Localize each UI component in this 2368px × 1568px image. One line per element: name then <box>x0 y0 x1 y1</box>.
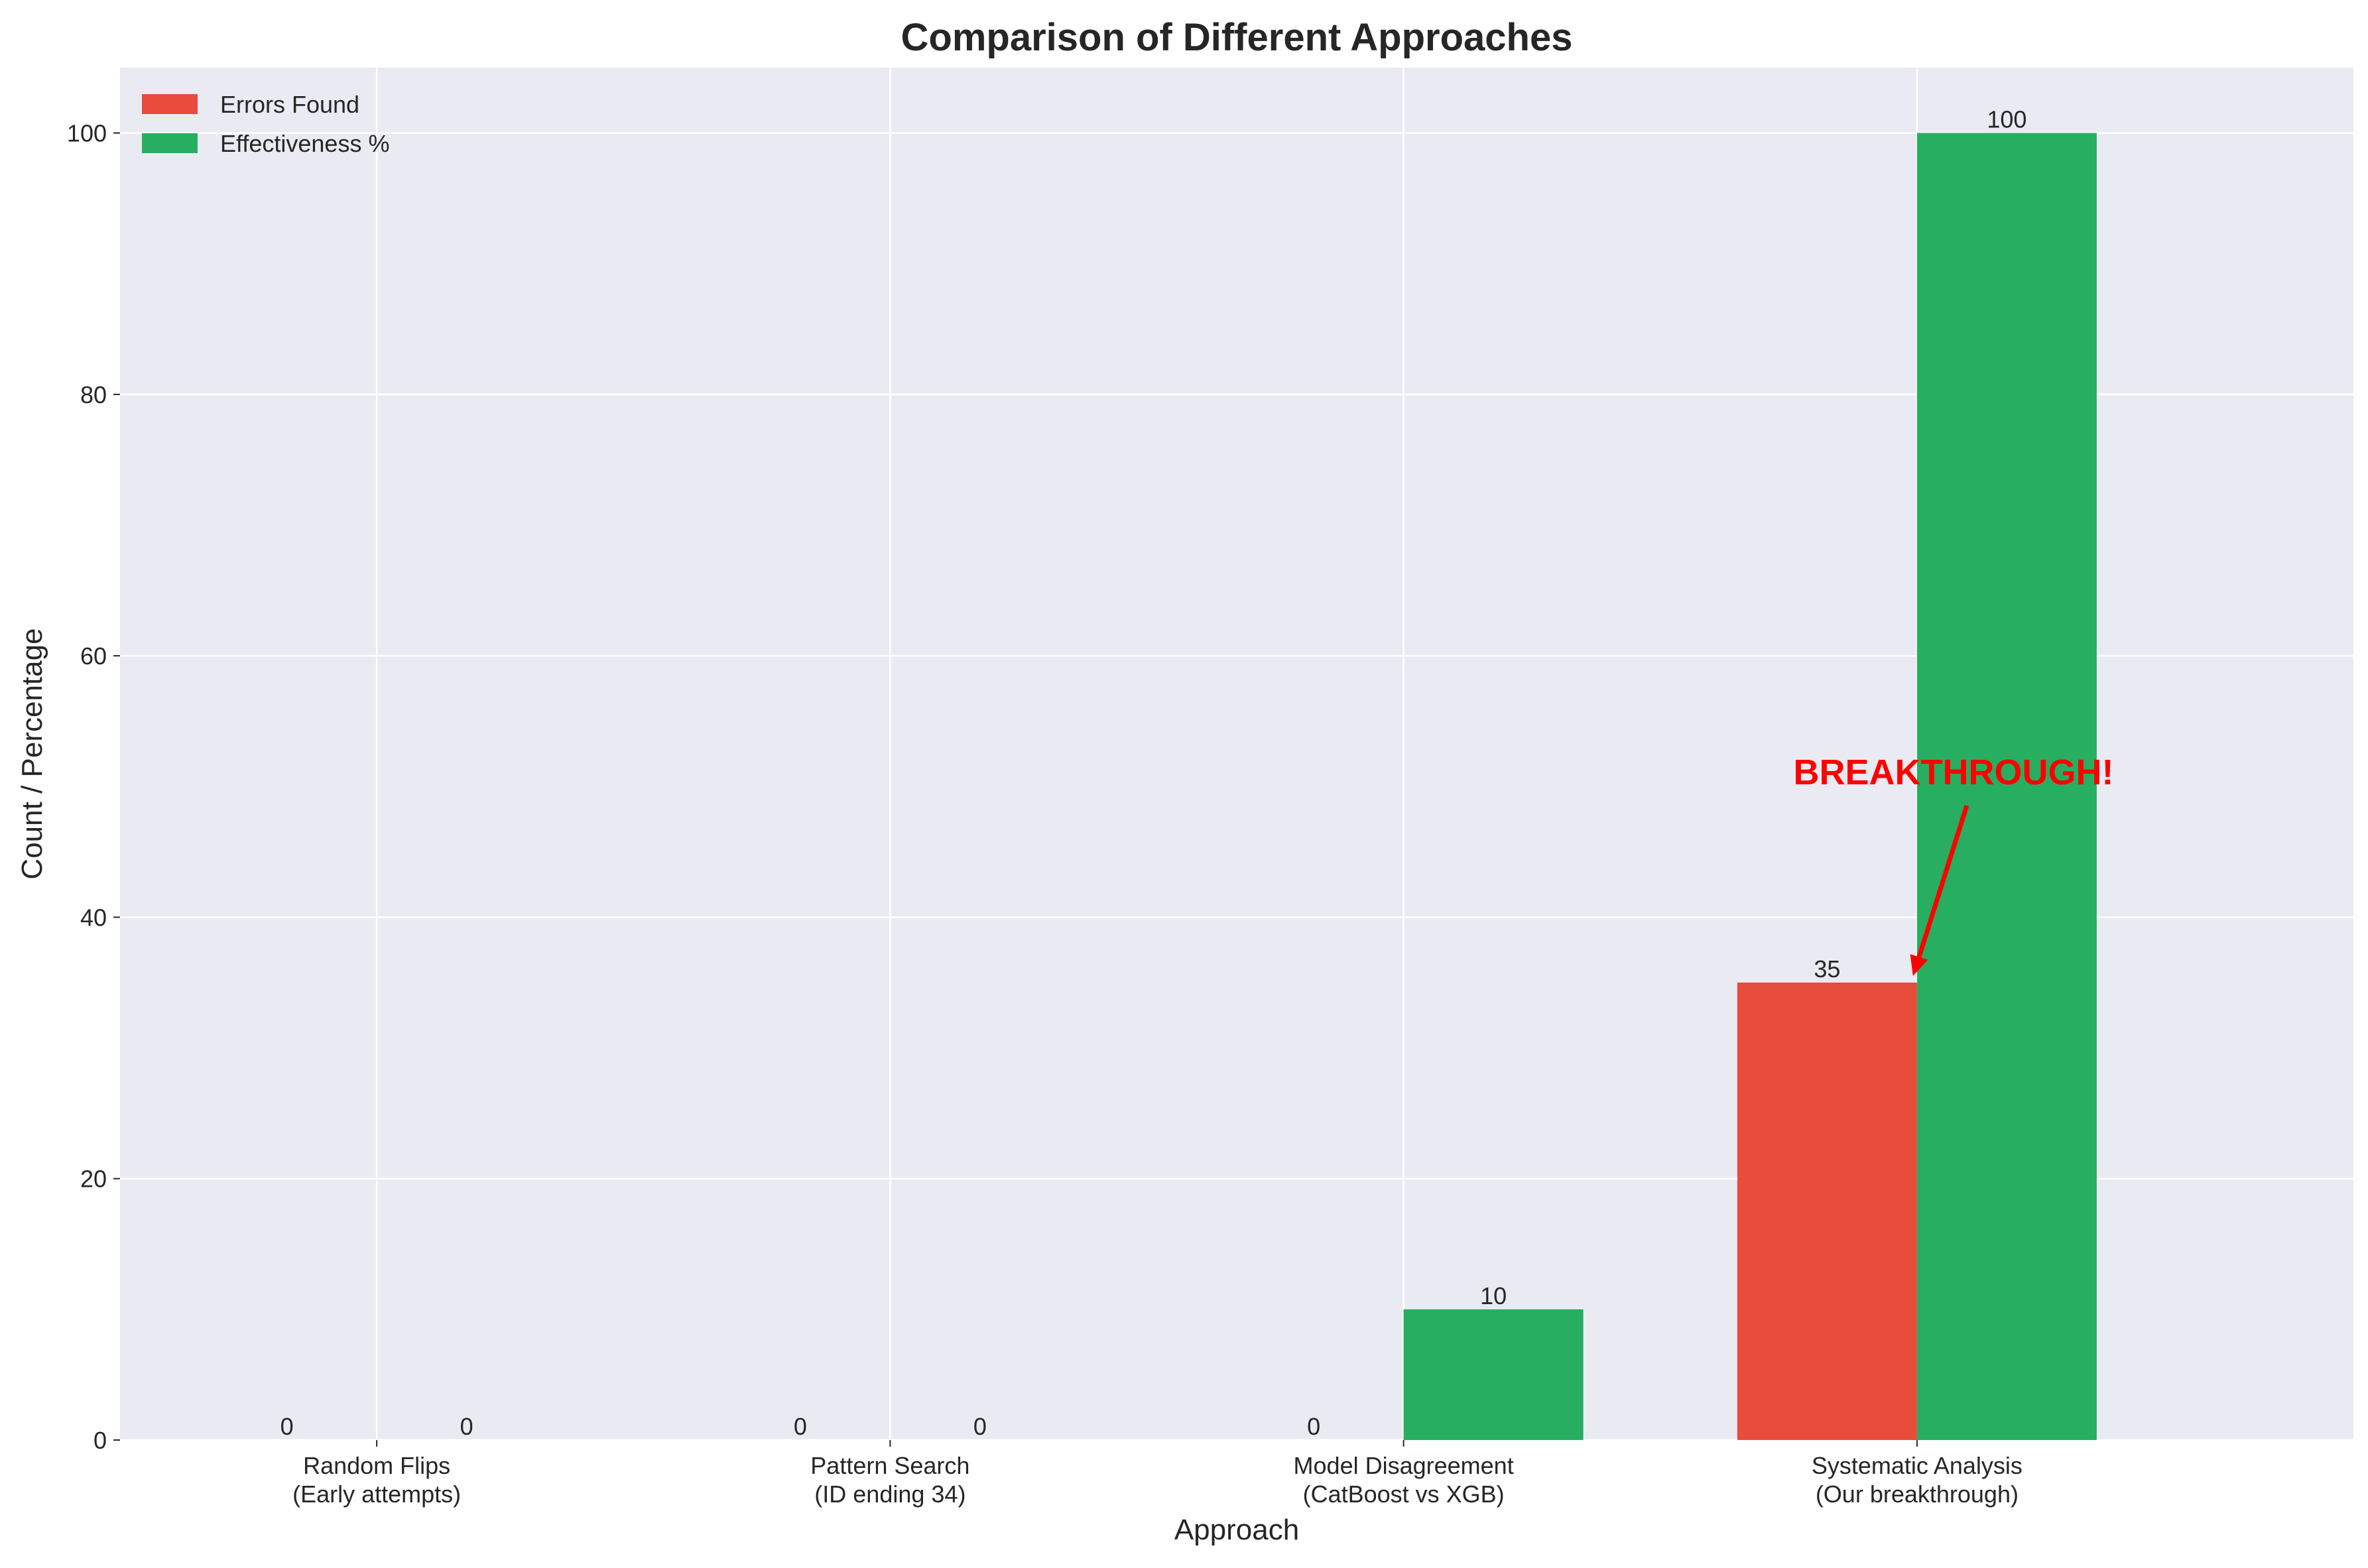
bar-value-label: 0 <box>280 1413 294 1440</box>
y-tick-label: 80 <box>80 381 107 408</box>
legend-swatch <box>142 133 198 153</box>
bar-value-label: 0 <box>973 1413 987 1440</box>
y-axis-label: Count / Percentage <box>16 628 48 879</box>
bars <box>1403 133 2097 1441</box>
legend-label: Effectiveness % <box>220 130 389 157</box>
x-tick-label: Systematic Analysis (Our breakthrough) <box>1812 1452 2023 1508</box>
x-tick-label: Pattern Search (ID ending 34) <box>810 1452 969 1508</box>
y-tick-label: 0 <box>93 1427 107 1454</box>
annotation-arrow-head <box>1910 954 1928 976</box>
legend: Errors Found Effectiveness % <box>142 91 389 157</box>
annotation-arrow <box>1916 804 1969 958</box>
annotation-text: BREAKTHROUGH! <box>1794 753 2114 792</box>
data-labels: 0 0 0 35 0 0 10 100 <box>280 106 2027 1440</box>
bar-value-label: 0 <box>460 1413 473 1440</box>
bar-value-label: 35 <box>1814 955 1840 983</box>
y-tick-label: 40 <box>80 904 107 931</box>
bar-value-label: 10 <box>1480 1282 1507 1309</box>
bar <box>1916 133 2097 1441</box>
legend-label: Errors Found <box>220 91 359 118</box>
chart-title: Comparison of Different Approaches <box>901 16 1573 59</box>
bar-value-label: 0 <box>1307 1413 1320 1440</box>
y-axis-ticks: 0 20 40 60 80 100 <box>67 120 120 1454</box>
annotation: BREAKTHROUGH! <box>1794 753 2114 976</box>
bar-value-label: 0 <box>794 1413 807 1440</box>
y-tick-label: 100 <box>67 120 107 147</box>
y-tick-label: 60 <box>80 642 107 670</box>
bar-value-label: 100 <box>1987 106 2026 133</box>
x-axis-ticks: Random Flips (Early attempts) Pattern Sear… <box>292 1440 2023 1508</box>
x-tick-label: Random Flips (Early attempts) <box>292 1452 461 1508</box>
bar <box>1737 983 1917 1440</box>
bar <box>1403 1309 1584 1440</box>
legend-swatch <box>142 94 198 114</box>
y-tick-label: 20 <box>80 1166 107 1193</box>
x-axis-label: Approach <box>1174 1514 1299 1546</box>
x-tick-label: Model Disagreement (CatBoost vs XGB) <box>1294 1452 1514 1508</box>
